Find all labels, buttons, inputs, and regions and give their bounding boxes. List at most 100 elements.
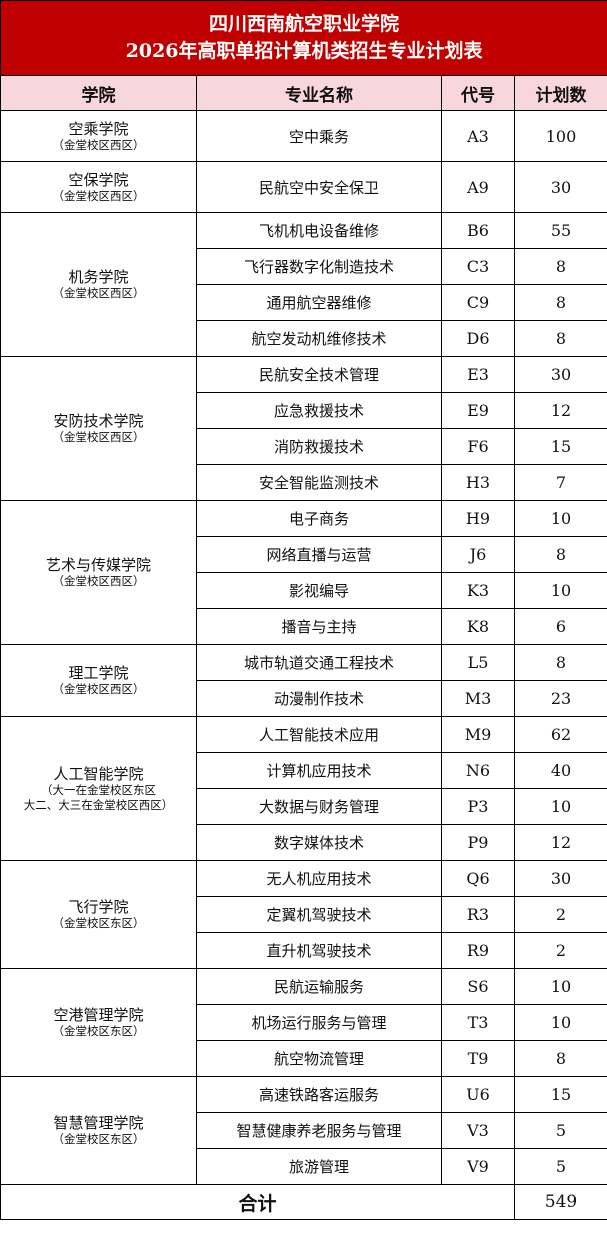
major-code: H3 (441, 464, 515, 501)
major-name: 通用航空器维修 (196, 284, 442, 321)
table-row: 大数据与财务管理 P3 10 (1, 788, 607, 825)
major-name: 航空物流管理 (196, 1040, 442, 1077)
campus-note-2: 大二、大三在金堂校区西区） (23, 797, 174, 812)
table-row: 智慧健康养老服务与管理 V3 5 (1, 1112, 607, 1149)
major-code: H9 (441, 500, 515, 537)
major-code: T3 (441, 1004, 515, 1041)
plan-count: 5 (513, 1112, 607, 1149)
college-cell: 安防技术学院 （金堂校区西区） (0, 356, 197, 501)
plan-count: 62 (513, 716, 607, 753)
college-name: 飞行学院 (68, 898, 129, 916)
table-row: 理工学院 （金堂校区西区） 城市轨道交通工程技术 L5 8 (0, 644, 607, 717)
major-name: 网络直播与运营 (196, 536, 442, 573)
table-row: 播音与主持 K8 6 (1, 608, 607, 645)
table-row: 计算机应用技术 N6 40 (1, 752, 607, 789)
total-value: 549 (513, 1184, 607, 1220)
table-row: 空乘学院 （金堂校区西区） 空中乘务 A3 100 (0, 110, 607, 162)
major-code: K3 (441, 572, 515, 609)
college-name: 智慧管理学院 (53, 1114, 144, 1132)
major-code: J6 (441, 536, 515, 573)
college-name: 空保学院 (68, 170, 129, 189)
plan-count: 30 (513, 860, 607, 897)
college-cell: 艺术与传媒学院 （金堂校区西区） (0, 500, 197, 645)
major-code: V3 (441, 1112, 515, 1149)
total-row: 合计 549 (0, 1184, 607, 1220)
major-name: 安全智能监测技术 (196, 464, 442, 501)
major-code: E9 (441, 392, 515, 429)
campus-note: （金堂校区西区） (52, 682, 145, 696)
major-name: 人工智能技术应用 (196, 716, 442, 753)
plan-count: 23 (513, 680, 607, 717)
major-code: C3 (441, 248, 515, 285)
college-cell: 机务学院 （金堂校区西区） (0, 212, 197, 357)
table-row: 影视编导 K3 10 (1, 572, 607, 609)
title-line-1: 四川西南航空职业学院 (209, 13, 400, 35)
table-row: 网络直播与运营 J6 8 (1, 536, 607, 573)
major-name: 空中乘务 (196, 110, 442, 162)
table-row: 机场运行服务与管理 T3 10 (1, 1004, 607, 1041)
major-name: 影视编导 (196, 572, 442, 609)
college-cell: 空港管理学院 （金堂校区东区） (0, 968, 197, 1077)
table-row: 安防技术学院 （金堂校区西区） 民航安全技术管理 E3 30 (0, 356, 607, 501)
major-name: 民航空中安全保卫 (196, 161, 442, 213)
major-code: P3 (441, 788, 515, 825)
major-name: 民航安全技术管理 (196, 356, 442, 393)
plan-count: 8 (513, 644, 607, 681)
plan-count: 2 (513, 896, 607, 933)
college-cell: 空保学院 （金堂校区西区） (0, 161, 197, 213)
college-cell: 智慧管理学院 （金堂校区东区） (0, 1076, 197, 1185)
header-college: 学院 (0, 75, 197, 111)
table-row: 动漫制作技术 M3 23 (1, 680, 607, 717)
major-code: V9 (441, 1148, 515, 1185)
major-code: N6 (441, 752, 515, 789)
header-code: 代号 (441, 75, 515, 111)
major-name: 飞机机电设备维修 (196, 212, 442, 249)
major-name: 无人机应用技术 (196, 860, 442, 897)
plan-count: 12 (513, 392, 607, 429)
table-row: 直升机驾驶技术 R9 2 (1, 932, 607, 969)
major-code: E3 (441, 356, 515, 393)
table-row: 空港管理学院 （金堂校区东区） 民航运输服务 S6 10 (0, 968, 607, 1077)
table-row: 航空物流管理 T9 8 (1, 1040, 607, 1077)
table-row: 空保学院 （金堂校区西区） 民航空中安全保卫 A9 30 (0, 161, 607, 213)
table-row: 定翼机驾驶技术 R3 2 (1, 896, 607, 933)
major-name: 计算机应用技术 (196, 752, 442, 789)
major-code: M3 (441, 680, 515, 717)
plan-count: 12 (513, 824, 607, 861)
major-name: 动漫制作技术 (196, 680, 442, 717)
plan-count: 8 (513, 536, 607, 573)
major-code: B6 (441, 212, 515, 249)
plan-count: 30 (513, 356, 607, 393)
campus-note: （金堂校区西区） (52, 430, 145, 444)
campus-note: （金堂校区东区） (52, 1024, 145, 1038)
plan-count: 10 (513, 788, 607, 825)
college-name: 空乘学院 (68, 119, 129, 138)
plan-count: 100 (513, 110, 607, 162)
enrollment-plan-table: 四川西南航空职业学院 2026年高职单招计算机类招生专业计划表 学院 专业名称 … (0, 0, 607, 1220)
major-code: C9 (441, 284, 515, 321)
major-name: 民航运输服务 (196, 968, 442, 1005)
campus-note: （大一在金堂校区东区 (41, 782, 156, 797)
plan-count: 6 (513, 608, 607, 645)
major-name: 高速铁路客运服务 (196, 1076, 442, 1113)
plan-count: 8 (513, 284, 607, 321)
major-code: U6 (441, 1076, 515, 1113)
major-name: 大数据与财务管理 (196, 788, 442, 825)
major-name: 定翼机驾驶技术 (196, 896, 442, 933)
campus-note: （金堂校区西区） (52, 188, 145, 203)
campus-note: （金堂校区西区） (52, 286, 145, 300)
major-code: L5 (441, 644, 515, 681)
major-code: A9 (441, 161, 515, 213)
major-code: M9 (441, 716, 515, 753)
header-row: 学院 专业名称 代号 计划数 (0, 75, 607, 111)
college-name: 艺术与传媒学院 (45, 556, 151, 574)
major-name: 旅游管理 (196, 1148, 442, 1185)
table-title: 四川西南航空职业学院 2026年高职单招计算机类招生专业计划表 (0, 0, 607, 76)
major-name: 直升机驾驶技术 (196, 932, 442, 969)
header-plan: 计划数 (513, 75, 607, 111)
campus-note: （金堂校区东区） (52, 916, 145, 930)
plan-count: 10 (513, 968, 607, 1005)
table-row: 艺术与传媒学院 （金堂校区西区） 电子商务 H9 10 (0, 500, 607, 645)
college-name: 空港管理学院 (53, 1006, 144, 1024)
college-name: 机务学院 (68, 268, 129, 286)
